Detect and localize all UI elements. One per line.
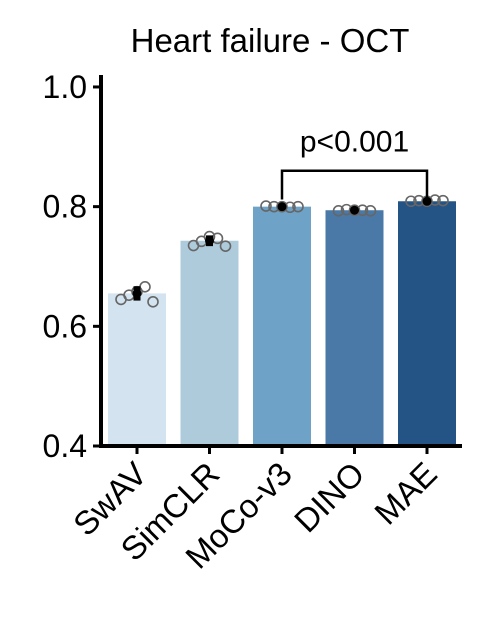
mean-marker	[278, 202, 287, 211]
y-tick-label: 1.0	[43, 69, 87, 105]
bar-moco-v3	[253, 207, 311, 446]
x-tick-label: MAE	[367, 455, 444, 532]
x-tick-label: DINO	[287, 455, 371, 539]
p-value-label: p<0.001	[300, 126, 409, 159]
mean-marker	[205, 236, 214, 245]
plot-area: 0.40.60.81.0SwAVSimCLRMoCo-v3DINOMAEp<0.…	[43, 69, 462, 576]
significance-bracket	[282, 171, 427, 200]
y-tick-label: 0.8	[43, 189, 87, 225]
data-point	[140, 282, 150, 292]
mean-marker	[133, 289, 142, 298]
bar-mae	[398, 201, 456, 446]
bar-swav	[108, 293, 166, 446]
y-tick-label: 0.4	[43, 428, 87, 464]
y-tick-label: 0.6	[43, 308, 87, 344]
bar-dino	[326, 210, 384, 446]
bar-simclr	[181, 241, 239, 446]
chart-title: Heart failure - OCT	[131, 22, 410, 59]
mean-marker	[350, 206, 359, 215]
